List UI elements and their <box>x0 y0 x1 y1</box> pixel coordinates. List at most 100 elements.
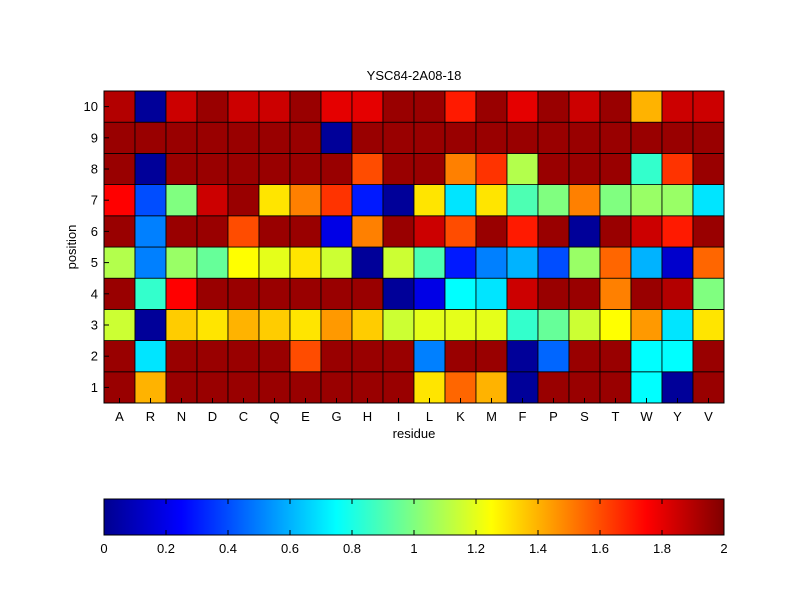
x-axis-label: residue <box>393 426 436 441</box>
heatmap-cell-M-2 <box>475 340 508 373</box>
heatmap-cell-Q-4 <box>258 277 291 310</box>
colorbar-tick-label: 1 <box>410 541 417 556</box>
y-tick-label: 9 <box>91 130 98 145</box>
heatmap-cell-P-7 <box>537 184 570 217</box>
heatmap-cell-F-8 <box>506 152 539 185</box>
y-tick-label: 3 <box>91 318 98 333</box>
x-tick-label: T <box>612 409 620 424</box>
heatmap-cell-W-5 <box>630 246 663 279</box>
heatmap-cell-N-2 <box>165 340 198 373</box>
heatmap-cell-P-4 <box>537 277 570 310</box>
heatmap-cell-P-2 <box>537 340 570 373</box>
heatmap-cell-F-2 <box>506 340 539 373</box>
x-tick-label: F <box>519 409 527 424</box>
heatmap-cell-C-2 <box>227 340 260 373</box>
heatmap-cell-V-8 <box>692 152 725 185</box>
heatmap-cell-D-5 <box>196 246 229 279</box>
heatmap-cell-T-8 <box>599 152 632 185</box>
y-tick-label: 8 <box>91 162 98 177</box>
heatmap-cell-N-5 <box>165 246 198 279</box>
colorbar <box>103 498 725 536</box>
heatmap-cell-Y-1 <box>661 371 694 404</box>
heatmap-cell-V-9 <box>692 121 725 154</box>
heatmap-cell-L-4 <box>413 277 446 310</box>
heatmap-cell-Q-10 <box>258 90 291 123</box>
heatmap-cell-R-7 <box>134 184 167 217</box>
heatmap-cell-Y-6 <box>661 215 694 248</box>
heatmap-cell-T-2 <box>599 340 632 373</box>
heatmap-cell-E-6 <box>289 215 322 248</box>
heatmap-cell-D-9 <box>196 121 229 154</box>
heatmap-cell-S-7 <box>568 184 601 217</box>
heatmap-cell-C-6 <box>227 215 260 248</box>
x-tick-label: E <box>301 409 310 424</box>
heatmap-cell-W-2 <box>630 340 663 373</box>
heatmap-cell-E-7 <box>289 184 322 217</box>
y-tick-label: 2 <box>91 349 98 364</box>
y-tick-label: 4 <box>91 286 98 301</box>
heatmap-cell-T-7 <box>599 184 632 217</box>
heatmap-cell-A-10 <box>103 90 136 123</box>
heatmap-cell-W-6 <box>630 215 663 248</box>
heatmap-cell-G-9 <box>320 121 353 154</box>
heatmap-cell-Q-7 <box>258 184 291 217</box>
colorbar-tick-label: 1.8 <box>653 541 671 556</box>
heatmap-cell-C-3 <box>227 308 260 341</box>
x-tick-label: G <box>331 409 341 424</box>
heatmap-cell-M-4 <box>475 277 508 310</box>
heatmap-cell-H-7 <box>351 184 384 217</box>
heatmap-cell-G-10 <box>320 90 353 123</box>
x-tick-label: P <box>549 409 558 424</box>
x-tick-label: C <box>239 409 248 424</box>
heatmap-cell-M-5 <box>475 246 508 279</box>
heatmap-cell-K-5 <box>444 246 477 279</box>
heatmap-cell-M-9 <box>475 121 508 154</box>
heatmap-cell-F-4 <box>506 277 539 310</box>
heatmap-cell-Y-2 <box>661 340 694 373</box>
heatmap-cell-W-9 <box>630 121 663 154</box>
heatmap-cell-T-5 <box>599 246 632 279</box>
heatmap-cell-R-4 <box>134 277 167 310</box>
heatmap-cell-K-9 <box>444 121 477 154</box>
heatmap-cell-L-8 <box>413 152 446 185</box>
colorbar-tick-label: 0 <box>100 541 107 556</box>
heatmap-cell-Y-4 <box>661 277 694 310</box>
heatmap-cell-F-9 <box>506 121 539 154</box>
heatmap-cell-H-4 <box>351 277 384 310</box>
heatmap-cell-C-7 <box>227 184 260 217</box>
heatmap-cell-V-2 <box>692 340 725 373</box>
heatmap-cell-D-4 <box>196 277 229 310</box>
heatmap-cell-K-2 <box>444 340 477 373</box>
heatmap-cell-E-8 <box>289 152 322 185</box>
heatmap-cell-Y-5 <box>661 246 694 279</box>
heatmap-cell-Y-8 <box>661 152 694 185</box>
heatmap-cell-C-9 <box>227 121 260 154</box>
heatmap-cell-P-8 <box>537 152 570 185</box>
heatmap-cell-G-4 <box>320 277 353 310</box>
heatmap-cell-W-8 <box>630 152 663 185</box>
heatmap-cell-G-1 <box>320 371 353 404</box>
heatmap-cell-N-7 <box>165 184 198 217</box>
heatmap-cell-A-9 <box>103 121 136 154</box>
heatmap-cell-L-3 <box>413 308 446 341</box>
heatmap-cell-G-6 <box>320 215 353 248</box>
heatmap-cell-I-5 <box>382 246 415 279</box>
heatmap-cell-S-2 <box>568 340 601 373</box>
heatmap-cell-D-2 <box>196 340 229 373</box>
heatmap-cell-G-3 <box>320 308 353 341</box>
colorbar-tick-label: 0.8 <box>343 541 361 556</box>
heatmap-cell-Q-2 <box>258 340 291 373</box>
heatmap-cell-F-10 <box>506 90 539 123</box>
heatmap-cell-H-10 <box>351 90 384 123</box>
heatmap-cell-V-5 <box>692 246 725 279</box>
x-tick-label: W <box>640 409 653 424</box>
heatmap-cell-W-7 <box>630 184 663 217</box>
x-tick-label: D <box>208 409 217 424</box>
heatmap-cell-S-5 <box>568 246 601 279</box>
heatmap-cell-R-8 <box>134 152 167 185</box>
heatmap-cell-G-2 <box>320 340 353 373</box>
heatmap-cell-S-8 <box>568 152 601 185</box>
x-tick-label: I <box>397 409 401 424</box>
heatmap-cell-H-5 <box>351 246 384 279</box>
heatmap-cell-E-3 <box>289 308 322 341</box>
